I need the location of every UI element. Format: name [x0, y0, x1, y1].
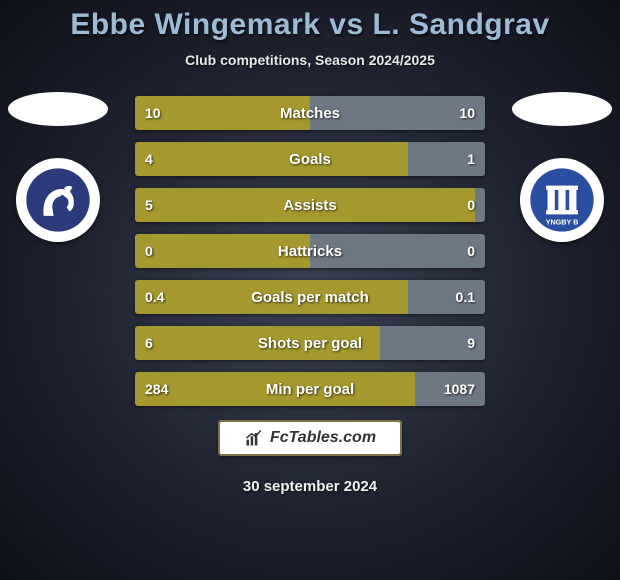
stat-bar-left — [135, 280, 408, 314]
stat-row: 00Hattricks — [135, 234, 485, 268]
stat-row: 69Shots per goal — [135, 326, 485, 360]
player-left-silhouette — [8, 92, 108, 126]
stat-bar-left — [135, 326, 380, 360]
stat-bars: 1010Matches41Goals50Assists00Hattricks0.… — [135, 96, 485, 406]
chart-icon — [244, 428, 264, 448]
stat-value-left: 284 — [145, 372, 168, 406]
player-right-silhouette — [512, 92, 612, 126]
stat-value-right: 10 — [459, 96, 475, 130]
stat-value-right: 0.1 — [456, 280, 475, 314]
stat-bar-right — [475, 188, 486, 222]
stat-value-right: 1 — [467, 142, 475, 176]
stat-value-left: 6 — [145, 326, 153, 360]
stat-value-right: 1087 — [444, 372, 475, 406]
club-crest-right: YNGBY B — [520, 158, 604, 242]
stat-row: 2841087Min per goal — [135, 372, 485, 406]
subtitle: Club competitions, Season 2024/2025 — [0, 52, 620, 68]
stat-value-right: 9 — [467, 326, 475, 360]
branding-label: FcTables.com — [270, 429, 376, 447]
branding-row: FcTables.com — [0, 420, 620, 456]
stat-value-left: 4 — [145, 142, 153, 176]
date-label: 30 september 2024 — [0, 478, 620, 495]
stat-bar-left — [135, 188, 475, 222]
lyngby-crest-icon: YNGBY B — [526, 164, 598, 236]
stat-value-left: 0.4 — [145, 280, 164, 314]
club-crest-left — [16, 158, 100, 242]
player-left-column — [8, 86, 108, 242]
stat-row: 41Goals — [135, 142, 485, 176]
stat-value-left: 5 — [145, 188, 153, 222]
randers-crest-icon — [22, 164, 94, 236]
content-root: Ebbe Wingemark vs L. Sandgrav Club compe… — [0, 0, 620, 580]
stat-bar-right — [310, 234, 485, 268]
fctables-badge: FcTables.com — [218, 420, 402, 456]
stat-bar-left — [135, 142, 408, 176]
stat-bar-left — [135, 234, 310, 268]
stat-value-left: 0 — [145, 234, 153, 268]
page-title: Ebbe Wingemark vs L. Sandgrav — [0, 0, 620, 42]
stat-bar-left — [135, 372, 415, 406]
stat-value-right: 0 — [467, 234, 475, 268]
player-right-column: YNGBY B — [512, 86, 612, 242]
stat-row: 0.40.1Goals per match — [135, 280, 485, 314]
stat-row: 1010Matches — [135, 96, 485, 130]
stat-bar-left — [135, 96, 310, 130]
stat-row: 50Assists — [135, 188, 485, 222]
stat-value-right: 0 — [467, 188, 475, 222]
comparison-arena: 1010Matches41Goals50Assists00Hattricks0.… — [0, 86, 620, 406]
stat-value-left: 10 — [145, 96, 161, 130]
svg-text:YNGBY B: YNGBY B — [546, 217, 579, 226]
